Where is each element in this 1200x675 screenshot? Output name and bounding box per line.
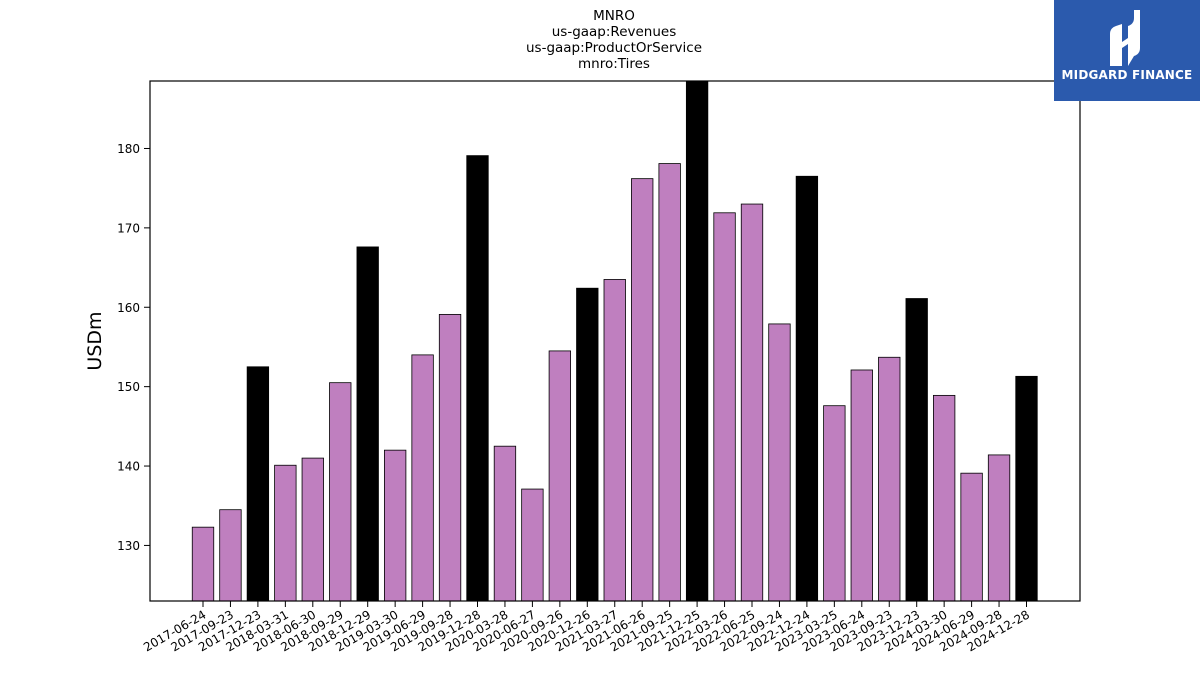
- chart-title-line: us-gaap:ProductOrService: [526, 40, 702, 56]
- bar-2018-09-29: [329, 382, 352, 602]
- y-tick-label: 170: [117, 221, 140, 235]
- bar-2024-09-28: [987, 454, 1011, 602]
- bars-group: [191, 80, 1038, 602]
- bar-2023-09-23: [878, 356, 901, 602]
- chart-title: MNROus-gaap:Revenuesus-gaap:ProductOrSer…: [526, 8, 702, 72]
- bar-2024-12-28: [1015, 375, 1038, 602]
- y-tick-label: 130: [117, 539, 140, 553]
- bar-2021-03-27: [603, 279, 626, 602]
- bar-2020-03-28: [493, 445, 517, 602]
- bar-2019-09-28: [438, 313, 462, 602]
- x-axis: 2017-06-242017-09-232017-12-232018-03-31…: [141, 601, 1032, 654]
- y-tick-label: 140: [117, 460, 140, 474]
- bar-2023-03-25: [823, 405, 846, 602]
- bar-2024-06-29: [960, 472, 983, 602]
- bar-2021-06-26: [631, 178, 654, 602]
- bar-2017-06-24: [191, 526, 215, 602]
- y-tick-label: 150: [117, 380, 140, 394]
- chart-title-line: MNRO: [593, 8, 635, 24]
- bar-2018-12-29: [356, 246, 379, 602]
- bar-2022-06-25: [740, 203, 764, 602]
- bar-2022-03-26: [713, 212, 736, 602]
- bar-2018-06-30: [301, 457, 324, 602]
- bar-2022-12-24: [795, 175, 819, 602]
- bar-2021-12-25: [685, 80, 709, 602]
- bar-2023-12-23: [905, 298, 928, 602]
- bar-2018-03-31: [274, 464, 297, 602]
- bar-2021-09-25: [658, 163, 681, 602]
- bar-2022-09-24: [768, 323, 791, 602]
- y-axis: 130 140 150 160 170 180: [117, 142, 150, 553]
- midgard-finance-logo: MIDGARD FINANCE: [1054, 0, 1200, 101]
- bar-2017-12-23: [246, 366, 270, 602]
- logo-text: MIDGARD FINANCE: [1061, 68, 1193, 82]
- chart-title-line: mnro:Tires: [578, 56, 650, 72]
- bar-2019-03-30: [383, 449, 407, 602]
- bar-2020-12-26: [576, 287, 599, 602]
- y-tick-label: 160: [117, 301, 140, 315]
- bar-2023-06-24: [850, 369, 873, 602]
- bar-2020-09-26: [548, 350, 571, 602]
- bar-2017-09-23: [219, 509, 242, 602]
- logo-mark-icon: [1110, 10, 1140, 66]
- y-axis-label: USDm: [84, 311, 106, 370]
- bar-2019-12-28: [466, 155, 489, 602]
- bar-2020-06-27: [521, 488, 544, 602]
- chart-title-line: us-gaap:Revenues: [552, 24, 677, 40]
- bar-2019-06-29: [411, 354, 434, 602]
- y-tick-label: 180: [117, 142, 140, 156]
- bar-2024-03-30: [933, 394, 956, 602]
